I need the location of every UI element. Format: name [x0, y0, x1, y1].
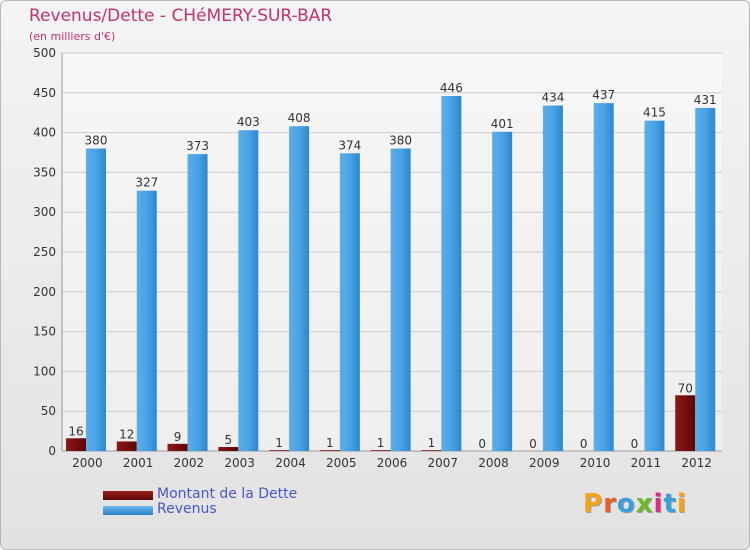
x-tick-label: 2006	[377, 456, 408, 470]
proxiti-logo: Proxiti	[583, 489, 687, 519]
bar-dette-2007	[421, 450, 442, 451]
bar-revenus-2002	[187, 154, 208, 452]
bar-dette-2000	[66, 438, 86, 451]
x-tick-label: 2005	[326, 456, 357, 470]
data-label-dette-2005: 1	[326, 436, 334, 450]
data-label-revenus-2010: 437	[592, 88, 615, 102]
bar-dette-2003	[218, 447, 239, 451]
y-tick-label: 350	[33, 165, 56, 179]
data-label-dette-2007: 1	[428, 436, 436, 450]
x-tick-label: 2000	[72, 456, 103, 470]
data-label-revenus-2003: 403	[237, 115, 260, 129]
bar-dette-2001	[116, 441, 137, 451]
x-tick-label: 2010	[580, 456, 611, 470]
data-label-revenus-2005: 374	[338, 138, 361, 152]
data-label-revenus-2011: 415	[643, 106, 666, 120]
bar-revenus-2004	[289, 126, 310, 452]
data-label-revenus-2009: 434	[541, 91, 564, 105]
legend-label-dette: Montant de la Dette	[157, 486, 298, 502]
logo-letter: o	[616, 489, 636, 519]
x-tick-label: 2009	[529, 456, 560, 470]
y-tick-label: 450	[33, 86, 56, 100]
x-tick-label: 2007	[427, 456, 458, 470]
bar-dette-2005	[319, 450, 340, 451]
logo-letter: t	[663, 489, 677, 519]
y-tick-label: 500	[33, 46, 56, 60]
logo-letter: i	[653, 489, 664, 519]
y-tick-label: 300	[33, 205, 56, 219]
x-tick-label: 2004	[275, 456, 306, 470]
legend-swatch-revenus	[103, 506, 153, 515]
y-tick-label: 200	[33, 285, 56, 299]
bar-revenus-2001	[136, 190, 157, 451]
data-label-revenus-2001: 327	[135, 176, 158, 190]
y-tick-label: 100	[33, 364, 56, 378]
data-label-dette-2006: 1	[377, 436, 385, 450]
data-label-revenus-2008: 401	[491, 117, 514, 131]
data-label-dette-2009: 0	[529, 437, 537, 451]
bar-revenus-2011	[644, 120, 665, 451]
x-tick-label: 2002	[174, 456, 205, 470]
bar-dette-2006	[370, 450, 391, 451]
bar-revenus-2000	[86, 148, 106, 451]
bar-revenus-2003	[238, 130, 259, 451]
data-label-revenus-2002: 373	[186, 139, 209, 153]
y-tick-label: 150	[33, 325, 56, 339]
bar-dette-2012	[675, 395, 696, 451]
bar-revenus-2005	[339, 153, 360, 451]
data-label-dette-2002: 9	[174, 430, 182, 444]
y-tick-label: 400	[33, 126, 56, 140]
bar-dette-2002	[167, 443, 188, 451]
bar-revenus-2007	[441, 95, 462, 451]
bar-revenus-2006	[390, 148, 411, 451]
chart-title: Revenus/Dette - CHéMERY-SUR-BAR	[29, 6, 333, 26]
logo-letter: i	[676, 489, 687, 519]
x-tick-label: 2001	[123, 456, 154, 470]
data-label-dette-2004: 1	[275, 436, 283, 450]
bar-revenus-2008	[492, 131, 513, 451]
y-tick-label: 50	[41, 404, 56, 418]
data-label-revenus-2000: 380	[85, 134, 108, 148]
x-tick-label: 2003	[224, 456, 255, 470]
legend-label-revenus: Revenus	[157, 501, 217, 517]
bar-revenus-2009	[542, 105, 563, 451]
y-tick-label: 250	[33, 245, 56, 259]
logo-letter: P	[583, 489, 604, 519]
bar-revenus-2012	[695, 107, 716, 451]
data-label-dette-2012: 70	[678, 381, 693, 395]
data-label-dette-2008: 0	[478, 437, 486, 451]
data-label-dette-2001: 12	[119, 427, 134, 441]
data-label-dette-2011: 0	[631, 437, 639, 451]
data-label-revenus-2004: 408	[288, 111, 311, 125]
x-tick-label: 2012	[681, 456, 712, 470]
chart-subtitle: (en milliers d'€)	[29, 30, 116, 43]
x-tick-label: 2008	[478, 456, 509, 470]
data-label-revenus-2007: 446	[440, 81, 463, 95]
data-label-revenus-2006: 380	[389, 134, 412, 148]
data-label-dette-2000: 16	[68, 424, 83, 438]
bar-dette-2004	[269, 450, 290, 451]
x-tick-label: 2011	[631, 456, 662, 470]
y-tick-label: 0	[48, 444, 56, 458]
logo-letter: r	[603, 489, 617, 519]
data-label-revenus-2012: 431	[694, 93, 717, 107]
legend-swatch-dette	[103, 491, 153, 500]
data-label-dette-2010: 0	[580, 437, 588, 451]
logo-letter: x	[635, 489, 654, 519]
data-label-dette-2003: 5	[224, 433, 232, 447]
bar-revenus-2010	[593, 103, 614, 451]
